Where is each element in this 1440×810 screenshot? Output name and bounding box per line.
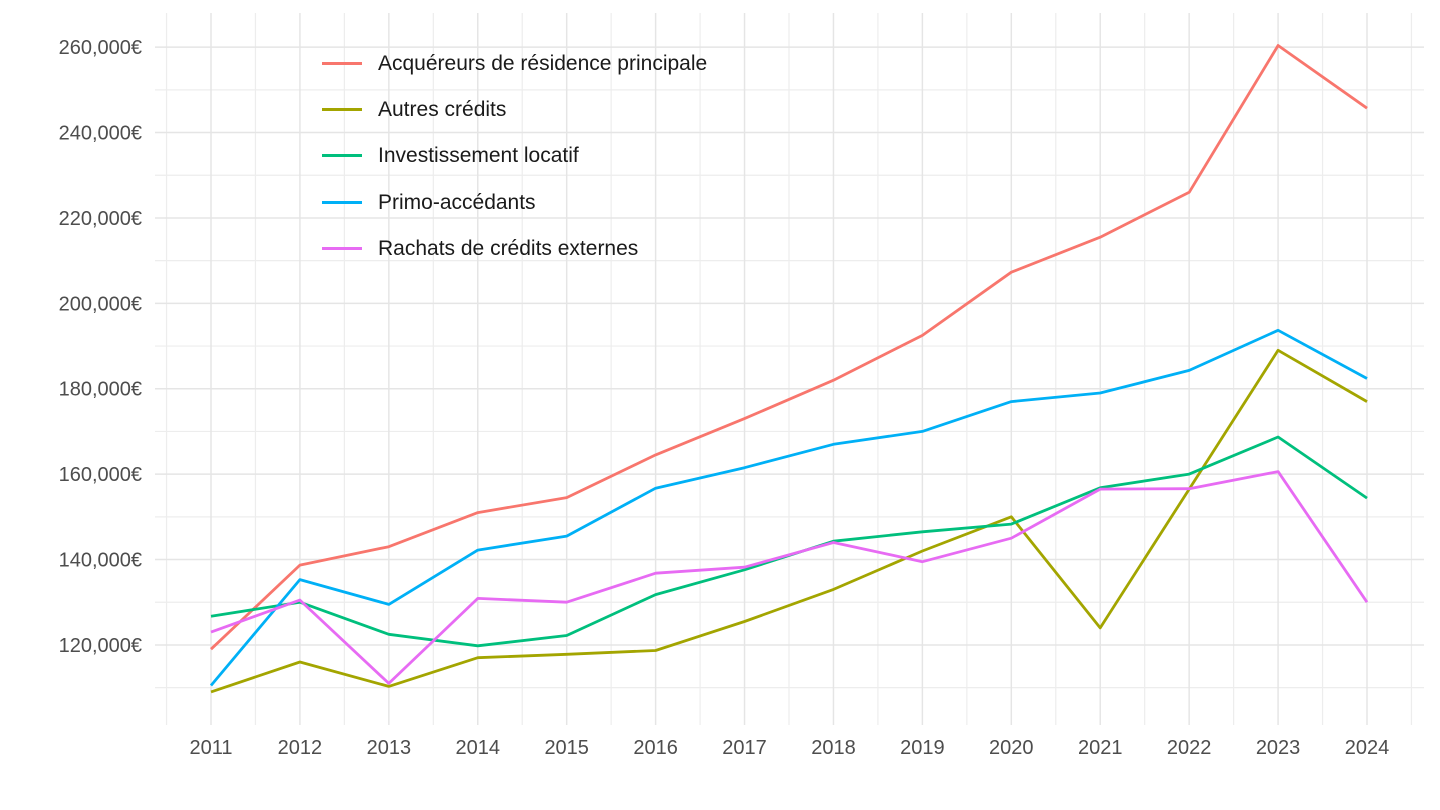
- y-tick-label: 240,000€: [59, 123, 142, 145]
- y-tick-label: 200,000€: [59, 293, 142, 315]
- legend-item-investissement-locatif: Investissement locatif: [322, 133, 707, 179]
- legend-key-line-icon: [322, 154, 362, 158]
- legend-key-line-icon: [322, 200, 362, 204]
- chart-legend: Acquéreurs de résidence principale Autres…: [322, 40, 707, 271]
- series-line-acquereurs-de-residence-principale: [210, 44, 1368, 651]
- x-tick-label: 2022: [1167, 737, 1212, 759]
- x-tick-label: 2013: [367, 737, 412, 759]
- x-tick-label: 2020: [989, 737, 1034, 759]
- legend-key-line-icon: [322, 107, 362, 111]
- legend-item-rachats-de-credits-externes: Rachats de crédits externes: [322, 225, 707, 271]
- legend-key-line-icon: [322, 61, 362, 65]
- x-tick-label: 2014: [456, 737, 501, 759]
- y-tick-label: 220,000€: [59, 208, 142, 230]
- series-line-rachats-de-credits-externes: [210, 470, 1369, 685]
- legend-label: Primo-accédants: [378, 190, 536, 214]
- x-tick-label: 2019: [900, 737, 945, 759]
- legend-key-line-icon: [322, 246, 362, 250]
- legend-label: Autres crédits: [378, 97, 507, 121]
- y-tick-label: 140,000€: [59, 550, 142, 572]
- x-tick-label: 2024: [1345, 737, 1390, 759]
- y-tick-label: 160,000€: [59, 464, 142, 486]
- series-line-autres-credits: [210, 348, 1368, 694]
- legend-label: Investissement locatif: [378, 144, 579, 168]
- x-tick-label: 2023: [1256, 737, 1301, 759]
- x-tick-label: 2015: [544, 737, 589, 759]
- x-tick-label: 2011: [189, 737, 232, 759]
- legend-label: Rachats de crédits externes: [378, 236, 639, 260]
- legend-item-autres-credits: Autres crédits: [322, 86, 707, 132]
- legend-label: Acquéreurs de résidence principale: [378, 51, 708, 75]
- legend-item-acquereurs-de-residence-principale: Acquéreurs de résidence principale: [322, 40, 707, 86]
- legend-item-primo-accedants: Primo-accédants: [322, 179, 707, 225]
- series-line-primo-accedants: [209, 328, 1368, 687]
- x-tick-label: 2021: [1078, 737, 1123, 759]
- x-tick-label: 2012: [278, 737, 323, 759]
- y-tick-label: 120,000€: [59, 635, 142, 657]
- y-tick-label: 180,000€: [59, 379, 142, 401]
- x-tick-label: 2016: [633, 737, 678, 759]
- y-tick-label: 260,000€: [59, 37, 142, 59]
- x-tick-label: 2018: [811, 737, 856, 759]
- x-tick-label: 2017: [722, 737, 767, 759]
